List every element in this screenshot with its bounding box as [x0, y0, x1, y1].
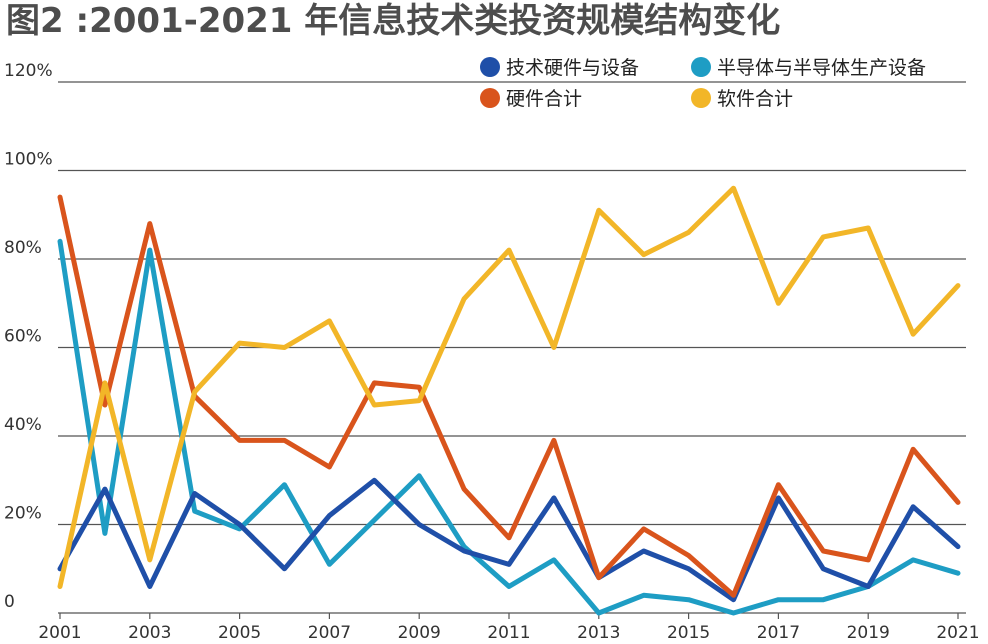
y-tick-label: 60% — [4, 327, 42, 347]
legend-marker — [480, 88, 500, 108]
x-tick-label: 2009 — [398, 623, 441, 643]
chart-title: 图2 :2001-2021 年信息技术类投资规模结构变化 — [6, 1, 780, 41]
y-tick-label: 40% — [4, 415, 42, 435]
y-tick-label: 0 — [4, 592, 15, 612]
series-line-1 — [57, 238, 961, 616]
y-tick-label: 120% — [4, 61, 53, 81]
legend-label: 半导体与半导体生产设备 — [717, 57, 926, 79]
x-tick-label: 2015 — [667, 623, 710, 643]
y-tick-label: 80% — [4, 238, 42, 258]
x-tick-label: 2019 — [847, 623, 890, 643]
series-lines — [57, 185, 961, 616]
x-tick-label: 2003 — [128, 623, 171, 643]
x-tick-label: 2001 — [38, 623, 81, 643]
legend-marker — [691, 88, 711, 108]
y-tick-label: 100% — [4, 150, 53, 170]
x-axis-ticks: 2001 2003 2005 2007 2009 2011 2013 2015 2017 2019… — [38, 613, 980, 643]
series-line-3 — [57, 185, 961, 589]
x-tick-label: 2005 — [218, 623, 261, 643]
legend-marker — [480, 57, 500, 77]
legend-marker — [691, 57, 711, 77]
x-tick-label: 2011 — [487, 623, 530, 643]
series-line-2 — [57, 194, 961, 598]
x-tick-label: 2021 — [936, 623, 979, 643]
y-axis-ticks: 0 20% 40% 60% 80% 100% 120% — [4, 61, 53, 612]
legend-label: 技术硬件与设备 — [506, 57, 639, 79]
legend-label: 软件合计 — [717, 88, 793, 110]
y-tick-label: 20% — [4, 504, 42, 524]
series-line-0 — [57, 477, 961, 603]
legend-label: 硬件合计 — [506, 88, 582, 110]
x-tick-label: 2007 — [308, 623, 351, 643]
x-tick-label: 2017 — [757, 623, 800, 643]
x-tick-label: 2013 — [577, 623, 620, 643]
